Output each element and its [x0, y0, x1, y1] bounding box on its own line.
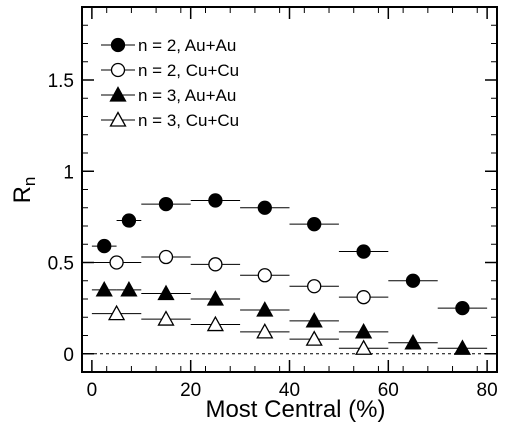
x-tick-label: 80 — [477, 380, 498, 401]
series-2 — [91, 249, 389, 305]
data-point — [157, 284, 175, 301]
data-point — [453, 339, 472, 355]
legend-label: n = 3, Cu+Cu — [138, 111, 239, 130]
y-tick-label: 1.5 — [48, 71, 74, 92]
y-tick-label: 1 — [63, 162, 74, 183]
x-tick-label: 0 — [87, 380, 98, 401]
data-point — [208, 257, 223, 272]
data-point — [157, 310, 175, 326]
x-tick-label: 20 — [180, 380, 201, 401]
data-point — [305, 330, 323, 346]
legend-marker — [110, 37, 126, 53]
legend-label: n = 3, Au+Au — [138, 86, 236, 105]
series-3 — [91, 281, 488, 355]
data-point — [307, 217, 322, 232]
axis-ticks: 0 20 40 60 80 0 0.5 1 1.5 — [48, 7, 498, 401]
data-point — [107, 304, 126, 321]
y-tick-label: 0 — [63, 345, 74, 366]
data-point — [256, 301, 274, 317]
data-point — [109, 255, 124, 270]
data-point — [307, 279, 322, 294]
legend-marker — [110, 62, 126, 78]
data-point — [455, 300, 470, 316]
data-point — [355, 339, 373, 355]
data-point — [257, 200, 272, 215]
y-axis-label: Rn — [9, 177, 39, 204]
data-point — [404, 333, 422, 350]
data-point — [256, 323, 274, 339]
series-1 — [91, 193, 488, 316]
data-point — [158, 249, 174, 265]
data-point — [305, 312, 323, 328]
data-point — [206, 315, 224, 332]
legend-marker — [109, 86, 127, 102]
data-point — [95, 281, 113, 297]
x-tick-label: 40 — [279, 380, 300, 401]
x-tick-label: 60 — [378, 380, 399, 401]
y-axis-label-subscript: n — [20, 177, 39, 186]
data-point — [121, 213, 137, 228]
legend-item: n = 2, Au+Au — [101, 36, 236, 55]
data-point — [158, 196, 174, 212]
data-point — [208, 193, 223, 208]
legend-label: n = 2, Au+Au — [138, 36, 236, 55]
data-point — [206, 290, 224, 306]
y-tick-label: 0.5 — [48, 254, 74, 275]
data-point — [405, 273, 421, 288]
data-point — [355, 323, 373, 339]
y-axis-label-main: R — [9, 186, 36, 203]
data-point — [356, 244, 371, 259]
legend-item: n = 2, Cu+Cu — [101, 61, 239, 80]
data-point — [356, 290, 371, 305]
data-point — [120, 281, 138, 297]
legend-item: n = 3, Au+Au — [101, 86, 236, 105]
legend-label: n = 2, Cu+Cu — [138, 61, 239, 80]
legend: n = 2, Au+Au n = 2, Cu+Cu n = 3, Au+Au n = … — [101, 36, 239, 130]
legend-marker — [109, 111, 127, 127]
data-point — [97, 238, 112, 254]
series-4 — [91, 304, 389, 355]
data-series — [91, 193, 488, 355]
x-axis-label: Most Central (%) — [205, 396, 385, 423]
legend-item: n = 3, Cu+Cu — [101, 111, 239, 130]
data-point — [257, 268, 272, 283]
